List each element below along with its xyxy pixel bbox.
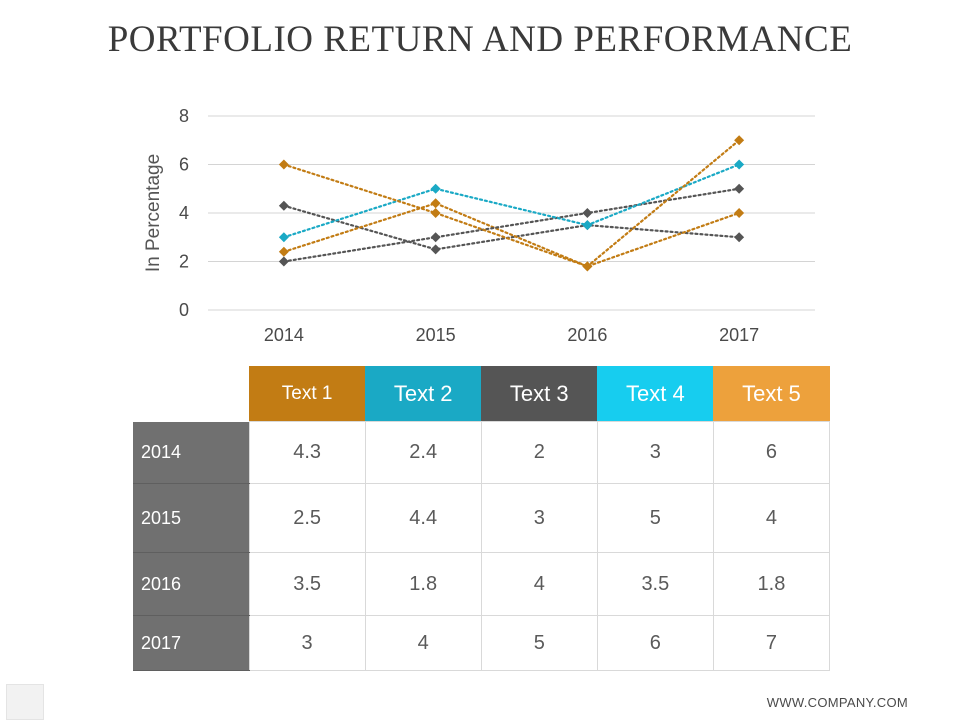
x-tick-label: 2014	[264, 325, 304, 345]
page-title: PORTFOLIO RETURN AND PERFORMANCE	[107, 19, 853, 60]
table-cell: 6	[712, 421, 831, 484]
row-year-label: 2016	[133, 552, 250, 616]
table-cell: 7	[712, 615, 831, 671]
data-point-marker	[430, 244, 441, 255]
data-point-marker	[430, 232, 441, 243]
data-point-marker	[278, 256, 289, 267]
table-cell: 3	[596, 421, 714, 484]
x-tick-label: 2016	[567, 325, 607, 345]
header-text-3: Text 3	[481, 366, 598, 422]
data-point-marker	[278, 232, 289, 243]
data-point-marker	[582, 261, 593, 272]
data-point-marker	[734, 232, 745, 243]
table-cell: 1.8	[712, 552, 831, 616]
data-point-marker	[734, 159, 745, 170]
series-line-5	[282, 139, 741, 268]
row-year-label: 2014	[133, 421, 250, 484]
y-tick-label: 0	[179, 300, 189, 320]
table-cell: 4.3	[248, 421, 366, 484]
table-corner	[133, 366, 250, 422]
data-point-marker	[430, 183, 441, 194]
table-cell: 2.5	[248, 483, 366, 553]
table-cell: 6	[596, 615, 714, 671]
data-point-marker	[582, 208, 593, 218]
data-point-marker	[278, 246, 289, 257]
table-row: 2016 3.5 1.8 4 3.5 1.8	[133, 552, 831, 616]
series-line-1	[282, 204, 741, 251]
table-row: 2014 4.3 2.4 2 3 6	[133, 421, 831, 484]
y-tick-label: 8	[179, 106, 189, 126]
table-cell: 3.5	[248, 552, 366, 616]
table-header-row: Text 1 Text 2 Text 3 Text 4 Text 5	[133, 366, 830, 422]
table-cell: 2.4	[364, 421, 482, 484]
table-cell: 4.4	[364, 483, 482, 553]
data-point-marker	[734, 183, 745, 194]
table-cell: 3	[248, 615, 366, 671]
table-cell: 5	[480, 615, 598, 671]
data-point-marker	[430, 198, 441, 209]
table-cell: 4	[712, 483, 831, 553]
data-point-marker	[582, 220, 593, 231]
data-point-marker	[278, 200, 289, 211]
series-line-3	[282, 187, 741, 263]
x-tick-label: 2017	[719, 325, 759, 345]
data-point-marker	[734, 135, 745, 146]
table-row: 2017 3 4 5 6 7	[133, 615, 831, 671]
series-line-4	[282, 163, 741, 239]
header-text-1: Text 1	[249, 366, 366, 422]
table-cell: 3	[480, 483, 598, 553]
table-cell: 4	[364, 615, 482, 671]
table-row: 2015 2.5 4.4 3 5 4	[133, 483, 831, 553]
header-text-2: Text 2	[365, 366, 482, 422]
slide-thumbnail-placeholder	[6, 684, 44, 720]
data-table: Text 1 Text 2 Text 3 Text 4 Text 5 2014 …	[133, 366, 831, 671]
footer-website: WWW.COMPANY.COM	[766, 695, 908, 710]
data-point-marker	[278, 159, 289, 170]
table-cell: 4	[480, 552, 598, 616]
data-point-marker	[734, 208, 745, 218]
header-text-4: Text 4	[597, 366, 714, 422]
series-line-2	[282, 202, 741, 268]
table-cell: 5	[596, 483, 714, 553]
data-point-marker	[430, 208, 441, 218]
table-cell: 1.8	[364, 552, 482, 616]
x-tick-label: 2015	[416, 325, 456, 345]
row-year-label: 2015	[133, 483, 250, 553]
table-cell: 3.5	[596, 552, 714, 616]
table-cell: 2	[480, 421, 598, 484]
y-axis-label: In Percentage	[143, 154, 164, 272]
y-tick-label: 6	[179, 155, 189, 175]
y-tick-label: 2	[179, 252, 189, 272]
line-chart: 0 2 4 6 8 2014 2015 2016 2017 In Percentage	[143, 106, 815, 345]
header-text-5: Text 5	[713, 366, 830, 422]
row-year-label: 2017	[133, 615, 250, 671]
y-tick-label: 4	[179, 203, 189, 223]
